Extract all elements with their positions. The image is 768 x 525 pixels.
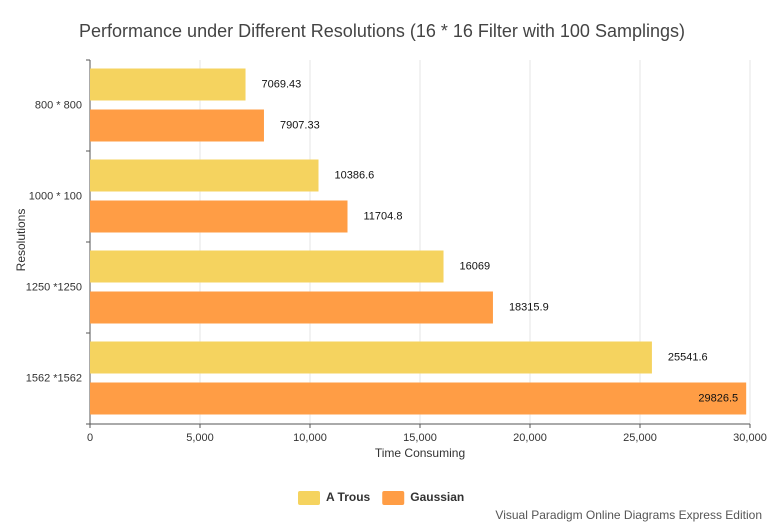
legend-swatch xyxy=(298,491,320,505)
value-label: 10386.6 xyxy=(335,169,375,181)
bar xyxy=(90,68,246,101)
x-tick-label: 25,000 xyxy=(623,432,657,444)
x-tick-label: 30,000 xyxy=(733,432,767,444)
value-label: 25541.6 xyxy=(668,351,708,363)
bar xyxy=(90,291,493,324)
value-label: 29826.5 xyxy=(698,392,738,404)
y-tick-label: 1250 *1250 xyxy=(26,281,82,293)
bar xyxy=(90,159,319,192)
value-label: 18315.9 xyxy=(509,301,549,313)
y-axis-title: Resolutions xyxy=(14,209,28,272)
chart-title: Performance under Different Resolutions … xyxy=(79,21,685,41)
bar xyxy=(90,109,264,142)
footer: Visual Paradigm Online Diagrams Express … xyxy=(495,508,762,522)
x-axis-title: Time Consuming xyxy=(375,446,465,460)
x-tick-label: 10,000 xyxy=(293,432,327,444)
value-label: 7069.43 xyxy=(262,78,302,90)
x-tick-label: 0 xyxy=(87,432,93,444)
value-label: 7907.33 xyxy=(280,119,320,131)
x-tick-label: 5,000 xyxy=(186,432,214,444)
y-tick-label: 1000 * 100 xyxy=(29,190,82,202)
value-label: 16069 xyxy=(460,260,491,272)
bar xyxy=(90,341,652,374)
x-tick-label: 15,000 xyxy=(403,432,437,444)
x-tick-label: 20,000 xyxy=(513,432,547,444)
legend-label: Gaussian xyxy=(410,490,464,504)
bar xyxy=(90,200,348,233)
bar xyxy=(90,382,747,415)
y-tick-label: 1562 *1562 xyxy=(26,372,82,384)
value-label: 11704.8 xyxy=(364,210,403,222)
y-tick-label: 800 * 800 xyxy=(35,99,82,111)
legend-label: A Trous xyxy=(326,490,371,504)
bar xyxy=(90,250,444,283)
legend-swatch xyxy=(382,491,405,505)
